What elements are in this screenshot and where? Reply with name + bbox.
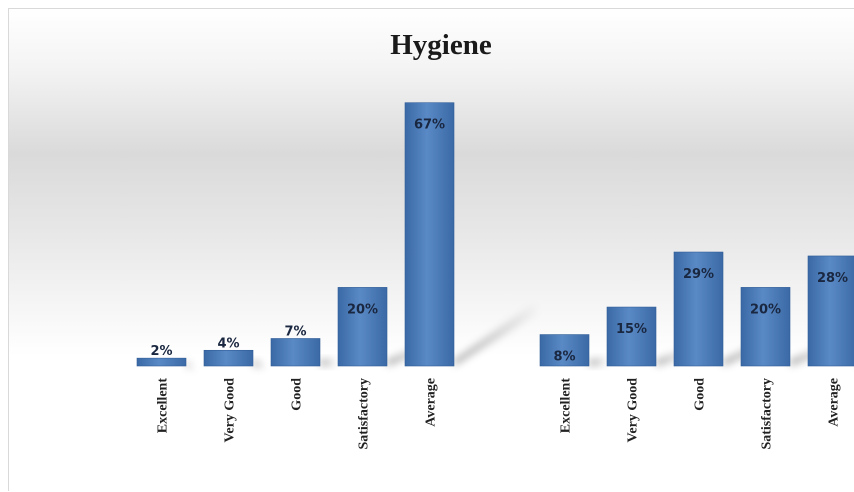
bar-shadow	[454, 304, 540, 366]
category-label: Excellent	[156, 378, 171, 434]
bar-value-label: 20%	[750, 302, 781, 317]
category-labels-layer: Excellent Very Good Good Satisfactory Averag…	[156, 378, 842, 450]
bar-labels-layer: 2% 4% 7% 20% 67% 8% 15% 29% 20% 28%	[150, 118, 848, 365]
category-label: Average	[424, 378, 439, 427]
category-label: Good	[693, 378, 708, 411]
category-label: Very Good	[223, 378, 238, 443]
bar-value-label: 2%	[150, 344, 172, 359]
category-label: Excellent	[559, 378, 574, 434]
bar	[539, 334, 590, 367]
bar	[673, 251, 724, 367]
bar-value-label: 8%	[553, 350, 575, 365]
bar	[740, 287, 791, 367]
bar	[404, 102, 455, 367]
bar	[807, 255, 854, 367]
bar-shadow	[253, 360, 267, 370]
category-label: Average	[827, 378, 842, 427]
bar-shadow	[186, 360, 196, 372]
chart-frame: Hygiene 2% 4% 7% 20% 67% 8% 15% 29% 20% 28% Excel…	[8, 8, 854, 491]
bar-value-label: 20%	[347, 302, 378, 317]
bar-value-label: 67%	[414, 118, 445, 133]
bar-value-label: 4%	[217, 336, 239, 351]
bar-value-label: 15%	[616, 322, 647, 337]
bar	[136, 357, 187, 367]
bar-shadow	[589, 357, 610, 366]
bar-shadow	[320, 358, 339, 367]
bar-value-label: 29%	[683, 267, 714, 282]
chart-title: Hygiene	[390, 29, 492, 61]
bar-value-label: 7%	[284, 324, 306, 339]
category-label: Satisfactory	[357, 378, 372, 450]
bar	[337, 287, 388, 367]
chart-svg: Hygiene 2% 4% 7% 20% 67% 8% 15% 29% 20% 28% Excel…	[136, 29, 854, 450]
bar	[606, 306, 657, 367]
category-label: Good	[290, 378, 305, 411]
bar	[270, 338, 321, 367]
bar-value-label: 28%	[817, 271, 848, 286]
bar	[203, 349, 254, 367]
category-label: Satisfactory	[760, 378, 775, 450]
category-label: Very Good	[626, 378, 641, 443]
bars-layer	[136, 102, 854, 367]
